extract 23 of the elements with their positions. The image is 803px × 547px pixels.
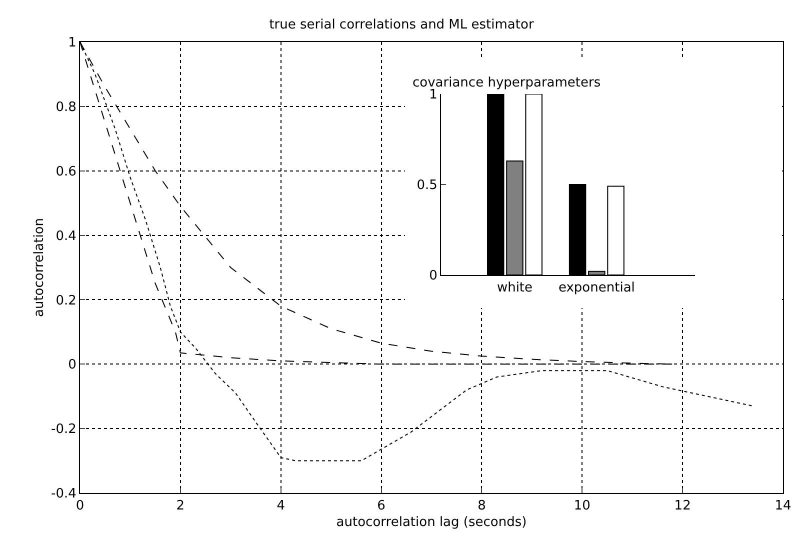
y-tick-label: 1	[429, 88, 438, 103]
y-tick-label: 0.5	[416, 178, 438, 194]
x-tick-label: 10	[574, 498, 590, 514]
y-tick-label: 0.2	[56, 293, 76, 308]
x-tick-label: 12	[674, 498, 691, 514]
y-tick-label: 0	[429, 268, 438, 284]
y-axis-title: autocorrelation	[32, 218, 47, 318]
x-tick-label: exponential	[558, 280, 635, 296]
chart-title: true serial correlations and ML estimator	[269, 18, 534, 33]
y-tick-label: 0.4	[56, 228, 76, 244]
x-tick-label: 14	[774, 498, 792, 514]
x-axis-title: autocorrelation lag (seconds)	[336, 515, 527, 530]
x-tick-label: white	[496, 280, 533, 296]
x-tick-label: 8	[478, 498, 486, 514]
y-tick-label: 0.8	[56, 100, 76, 115]
y-tick-label: 0	[68, 358, 76, 373]
y-tick-label: 1	[68, 36, 76, 51]
y-tick-label: -0.2	[51, 422, 76, 438]
y-tick-label: 0.6	[56, 164, 76, 180]
x-tick-label: 4	[276, 498, 285, 514]
x-tick-label: 2	[176, 498, 185, 514]
y-tick-label: -0.4	[51, 486, 76, 502]
x-tick-label: 6	[377, 498, 386, 514]
